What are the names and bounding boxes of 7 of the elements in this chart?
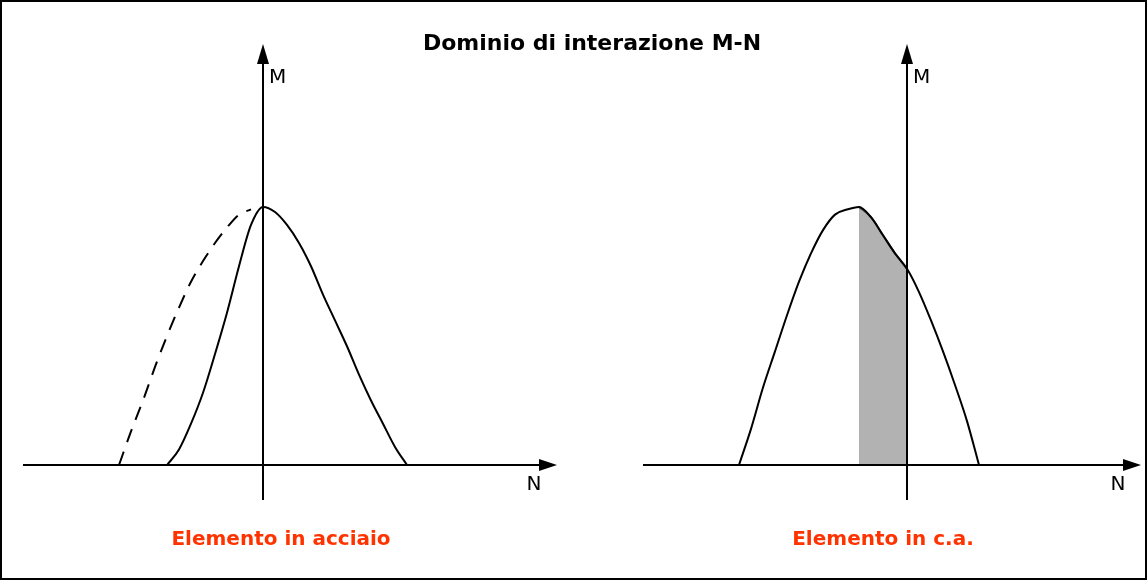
text: Elemento in acciaio xyxy=(171,526,391,551)
text: Dominio di interazione M-N xyxy=(421,30,763,55)
y-axis-title: M xyxy=(269,64,287,89)
y-axis-title: M xyxy=(913,64,931,89)
x-axis-title: N xyxy=(1110,471,1126,496)
text: Elemento in c.a. xyxy=(792,526,974,551)
x-axis-title: N xyxy=(526,471,542,496)
